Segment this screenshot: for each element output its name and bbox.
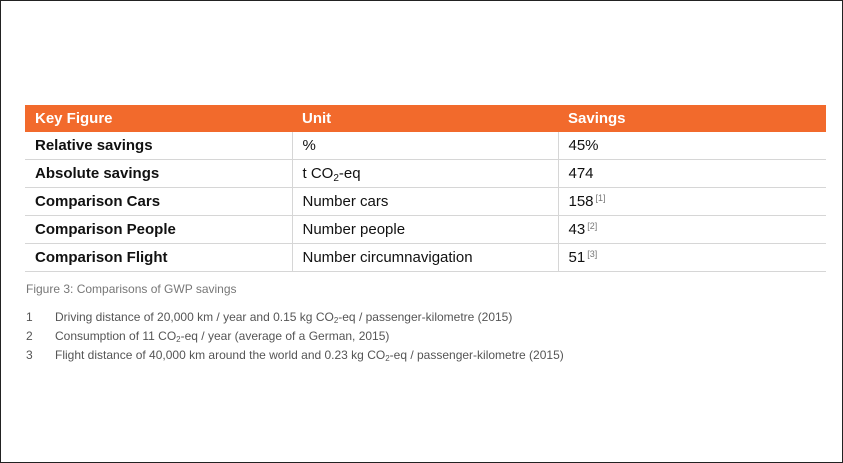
- cell: Comparison Flight: [25, 243, 292, 272]
- text: Absolute savings: [35, 165, 160, 182]
- cell: 474: [557, 159, 826, 188]
- cell: Number circumnavigation: [291, 243, 558, 272]
- header-cell: Savings: [558, 105, 826, 132]
- row: Comparison People Number people 43 [2]: [25, 215, 826, 244]
- text: Number people: [302, 221, 406, 238]
- cell: t CO2-eq: [291, 159, 558, 188]
- row: Absolute savings t CO2-eq 474: [25, 159, 826, 188]
- footnote: 2 Consumption of 11 CO2-eq / year (averag…: [26, 329, 390, 344]
- text: 474: [568, 165, 594, 182]
- text: 158: [568, 193, 594, 210]
- text: Number cars: [302, 193, 389, 210]
- row: Relative savings% 45%: [25, 132, 826, 160]
- table: Key Figure Unit Savings Relative savings…: [25, 105, 826, 272]
- footnote-number: 3: [26, 348, 33, 362]
- cell: 45%: [557, 132, 826, 160]
- text: 45%: [568, 137, 599, 154]
- text: t CO: [302, 165, 334, 182]
- text: -eq / passenger-kilometre (2015): [338, 310, 513, 324]
- header-cell: Key Figure: [25, 105, 292, 132]
- row: Comparison Flight Number circumnavigation…: [25, 243, 826, 272]
- cell: %: [291, 132, 558, 160]
- cell: 51 [3]: [557, 243, 826, 272]
- header-cell: Unit: [292, 105, 558, 132]
- text: -eq: [338, 165, 361, 182]
- text: 51: [568, 249, 586, 266]
- text: Comparison Flight: [35, 249, 168, 266]
- footnote-number: 2: [26, 329, 33, 343]
- subscript: 2: [333, 173, 339, 184]
- cell: Number cars: [291, 187, 558, 216]
- text: Consumption of 11 CO: [55, 329, 177, 343]
- cell: Number people: [291, 215, 558, 244]
- subscript: 2: [176, 335, 181, 344]
- row: Comparison Cars Number cars 158 [1]: [25, 187, 826, 216]
- cell: Comparison People: [25, 215, 292, 244]
- footnote: 1 Driving distance of 20,000 km / year an…: [26, 310, 513, 325]
- text: Flight distance of 40,000 km around the …: [55, 348, 386, 362]
- footnote: 3 Flight distance of 40,000 km around the…: [26, 348, 564, 363]
- cell: 158 [1]: [557, 187, 826, 216]
- header-row: Key Figure Unit Savings: [25, 105, 826, 132]
- footnote-ref: [1]: [595, 193, 606, 203]
- text: Relative savings: [35, 137, 153, 154]
- text: Comparison Cars: [35, 193, 161, 210]
- text: Comparison People: [35, 221, 176, 238]
- text: Number circumnavigation: [302, 249, 473, 266]
- footnote-ref: [3]: [587, 249, 598, 259]
- subscript: 2: [385, 354, 390, 363]
- cell: Comparison Cars: [25, 187, 292, 216]
- footnote-number: 1: [26, 310, 33, 324]
- subscript: 2: [333, 316, 339, 325]
- caption: Figure 3: Comparisons of GWP savings: [26, 282, 237, 296]
- cell: 43 [2]: [557, 215, 826, 244]
- text: -eq / passenger-kilometre (2015): [389, 348, 564, 362]
- footnote-ref: [2]: [587, 221, 598, 231]
- cell: Relative savings: [25, 132, 292, 160]
- cell: Absolute savings: [25, 159, 292, 188]
- text: %: [302, 137, 316, 154]
- text: -eq / year (average of a German, 2015): [180, 329, 390, 343]
- text: 43: [568, 221, 586, 238]
- text: Driving distance of 20,000 km / year and…: [55, 310, 334, 324]
